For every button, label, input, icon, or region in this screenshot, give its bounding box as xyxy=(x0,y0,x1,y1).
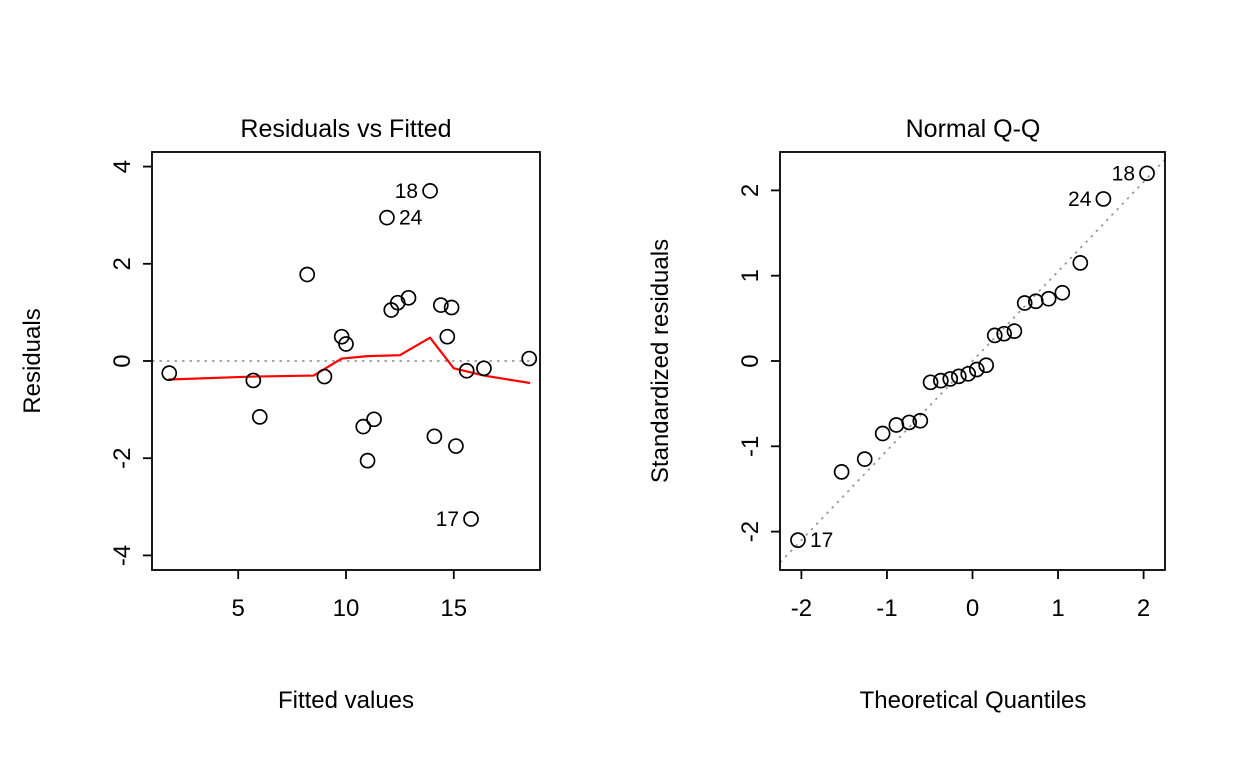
data-point xyxy=(932,372,949,389)
y-tick-label: -1 xyxy=(737,436,764,457)
data-point xyxy=(422,183,438,199)
data-point xyxy=(316,368,333,385)
data-point xyxy=(458,362,475,379)
plot-title: Residuals vs Fitted xyxy=(240,115,451,143)
data-point xyxy=(355,418,372,435)
data-point xyxy=(1040,290,1057,307)
x-tick-label: -2 xyxy=(791,595,812,622)
data-point xyxy=(521,350,538,367)
x-tick-label: 10 xyxy=(333,595,360,622)
data-point xyxy=(463,511,479,527)
data-point xyxy=(299,266,316,283)
x-tick-label: 0 xyxy=(966,595,979,622)
data-point xyxy=(476,360,492,377)
plot-area: 18 24 17 -2 -1 0 1 2 -2 -1 0 1 2 xyxy=(737,151,1166,622)
y-tick-label: 0 xyxy=(109,354,136,367)
outlier-label: 18 xyxy=(395,180,418,203)
normal-qq-plot: Normal Q-Q Theoretical Quantiles Standar… xyxy=(647,115,1166,714)
y-tick-label: 1 xyxy=(737,269,764,282)
data-point xyxy=(251,409,268,425)
x-axis-title: Theoretical Quantiles xyxy=(860,687,1087,714)
data-point xyxy=(245,372,262,389)
data-point xyxy=(968,361,985,378)
data-point xyxy=(1095,191,1112,207)
data-point xyxy=(942,371,959,387)
data-point xyxy=(960,365,977,382)
data-point xyxy=(950,368,967,385)
outlier-label: 17 xyxy=(810,529,833,552)
y-tick-label: 4 xyxy=(109,160,136,173)
x-tick-label: -1 xyxy=(876,595,897,622)
data-point xyxy=(1139,165,1155,182)
outlier-label: 24 xyxy=(399,207,423,230)
data-point xyxy=(359,452,376,469)
data-point xyxy=(901,414,918,431)
data-point xyxy=(978,357,995,374)
data-point xyxy=(888,417,905,433)
y-tick-label: 2 xyxy=(737,184,764,197)
data-point xyxy=(1006,323,1023,339)
y-tick-label: -4 xyxy=(109,545,136,566)
x-tick-label: 15 xyxy=(440,595,467,622)
data-point xyxy=(379,209,395,226)
y-tick-label: -2 xyxy=(737,521,764,542)
x-tick-label: 5 xyxy=(232,595,245,622)
data-point xyxy=(338,336,354,352)
data-point xyxy=(448,438,464,454)
data-point xyxy=(1054,284,1071,301)
data-point xyxy=(986,327,1003,344)
data-point xyxy=(922,374,939,391)
y-tick-label: -2 xyxy=(109,448,136,469)
data-point xyxy=(790,532,806,548)
smoother-line xyxy=(168,336,531,384)
outlier-label: 18 xyxy=(1112,162,1135,185)
outlier-label: 24 xyxy=(1068,188,1092,211)
data-point xyxy=(426,428,443,445)
data-point xyxy=(996,325,1013,342)
x-axis-title: Fitted values xyxy=(278,687,414,714)
y-axis-title: Residuals xyxy=(19,308,46,413)
data-point xyxy=(400,289,417,306)
data-point xyxy=(856,451,873,467)
data-point xyxy=(1072,255,1089,271)
data-point xyxy=(439,328,456,345)
outlier-label: 17 xyxy=(436,508,459,531)
plot-title: Normal Q-Q xyxy=(906,115,1041,143)
data-point xyxy=(432,297,449,313)
data-point xyxy=(874,425,891,442)
data-point xyxy=(366,411,382,428)
data-point xyxy=(1016,295,1033,311)
residuals-vs-fitted-plot: Residuals vs Fitted Fitted values Residu… xyxy=(19,115,541,714)
x-tick-label: 1 xyxy=(1051,595,1064,622)
data-point xyxy=(443,299,460,316)
y-tick-label: 0 xyxy=(737,354,764,367)
data-point xyxy=(912,412,929,429)
y-tick-label: 2 xyxy=(109,257,136,270)
reference-line xyxy=(779,158,1166,564)
data-point xyxy=(833,464,850,480)
x-tick-label: 2 xyxy=(1137,595,1150,622)
y-axis-title: Standardized residuals xyxy=(647,239,674,483)
data-point xyxy=(161,365,178,382)
